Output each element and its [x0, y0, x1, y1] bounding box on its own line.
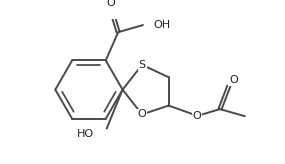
Text: O: O — [138, 109, 146, 119]
Text: HO: HO — [77, 129, 94, 139]
Text: OH: OH — [154, 20, 171, 30]
Text: O: O — [229, 75, 238, 85]
Text: S: S — [139, 60, 146, 70]
Text: O: O — [193, 111, 201, 121]
Text: O: O — [107, 0, 115, 8]
